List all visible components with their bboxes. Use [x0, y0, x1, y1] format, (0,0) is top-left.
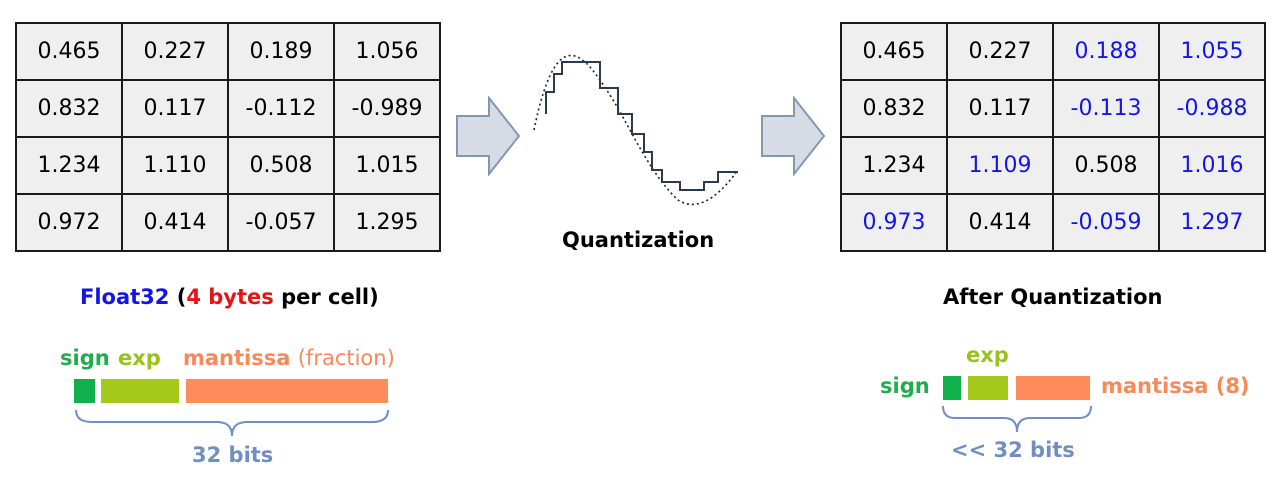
value-cell: 0.508 [1052, 136, 1160, 195]
changed-value-cell: 1.055 [1158, 22, 1266, 81]
value-cell: -0.989 [333, 79, 441, 138]
value-cell: 1.110 [121, 136, 229, 195]
value-cell: 0.414 [121, 193, 229, 252]
per-cell-text: per cell) [281, 285, 379, 309]
value-cell: -0.112 [227, 79, 335, 138]
changed-value-cell: 1.297 [1158, 193, 1266, 252]
value-cell: 1.234 [840, 136, 948, 195]
right-mantissa-label: mantissa (8) [1101, 374, 1250, 398]
left-mantissa-label: mantissa (fraction) [183, 346, 395, 370]
value-cell: 0.227 [946, 22, 1054, 81]
quantized-table-body: 0.465 0.227 0.188 1.055 0.832 0.117 -0.113 -0.9… [840, 22, 1266, 252]
caption-open-paren: ( [176, 285, 187, 309]
value-cell: 0.189 [227, 22, 335, 81]
float32-label: Float32 [80, 285, 170, 309]
right-exp-label: exp [966, 343, 1009, 367]
stepped-quantized-signal [545, 61, 738, 191]
table-row: 0.465 0.227 0.188 1.055 [840, 22, 1266, 81]
byte-count: 4 [186, 285, 201, 309]
value-cell: 0.465 [840, 22, 948, 81]
value-cell: 0.117 [121, 79, 229, 138]
table-row: 1.234 1.110 0.508 1.015 [15, 136, 441, 195]
table-row: 0.832 0.117 -0.113 -0.988 [840, 79, 1266, 138]
value-cell: 0.508 [227, 136, 335, 195]
quantized-table: 0.465 0.227 0.188 1.055 0.832 0.117 -0.113 -0.9… [840, 22, 1266, 252]
value-cell: 0.414 [946, 193, 1054, 252]
left-exp-block [101, 379, 179, 403]
right-exp-block [968, 376, 1008, 400]
bytes-word: bytes [208, 285, 274, 309]
left-total-bits: 32 bits [192, 443, 274, 467]
value-cell: 0.227 [121, 22, 229, 81]
left-exp-label: exp [118, 346, 161, 370]
changed-value-cell: 0.973 [840, 193, 948, 252]
left-brace-icon [75, 409, 389, 437]
value-cell: 1.056 [333, 22, 441, 81]
changed-value-cell: 1.016 [1158, 136, 1266, 195]
left-sign-label: sign [60, 346, 110, 370]
right-arrow-icon [761, 96, 826, 176]
left-mantissa-block [186, 379, 388, 403]
changed-value-cell: 0.188 [1052, 22, 1160, 81]
changed-value-cell: -0.113 [1052, 79, 1160, 138]
table-row: 0.465 0.227 0.189 1.056 [15, 22, 441, 81]
value-cell: 1.295 [333, 193, 441, 252]
right-mantissa-block [1016, 376, 1090, 400]
changed-value-cell: 1.109 [946, 136, 1054, 195]
quantization-label: Quantization [562, 228, 715, 252]
changed-value-cell: -0.059 [1052, 193, 1160, 252]
table-row: 0.973 0.414 -0.059 1.297 [840, 193, 1266, 252]
continuous-sine-curve [533, 54, 739, 206]
table-row: 1.234 1.109 0.508 1.016 [840, 136, 1266, 195]
value-cell: 0.832 [840, 79, 948, 138]
fraction-word: (fraction) [297, 346, 395, 370]
value-cell: 0.465 [15, 22, 123, 81]
mantissa-word: mantissa [183, 346, 291, 370]
right-sign-block [943, 376, 961, 400]
float32-table-body: 0.465 0.227 0.189 1.056 0.832 0.117 -0.112 -0.9… [15, 22, 441, 252]
after-quantization-caption: After Quantization [943, 285, 1163, 309]
right-sign-label: sign [880, 374, 930, 398]
right-arrow-icon [456, 96, 521, 176]
changed-value-cell: -0.988 [1158, 79, 1266, 138]
value-cell: 1.234 [15, 136, 123, 195]
table-row: 0.832 0.117 -0.112 -0.989 [15, 79, 441, 138]
float32-table: 0.465 0.227 0.189 1.056 0.832 0.117 -0.112 -0.9… [15, 22, 441, 252]
value-cell: 0.972 [15, 193, 123, 252]
quantization-wave-diagram [533, 54, 739, 206]
right-total-bits: << 32 bits [951, 438, 1075, 462]
table-row: 0.972 0.414 -0.057 1.295 [15, 193, 441, 252]
value-cell: 1.015 [333, 136, 441, 195]
value-cell: -0.057 [227, 193, 335, 252]
value-cell: 0.832 [15, 79, 123, 138]
value-cell: 0.117 [946, 79, 1054, 138]
float32-caption: Float32 (4 bytes per cell) [80, 285, 379, 309]
left-sign-block [74, 379, 95, 403]
right-brace-icon [942, 405, 1092, 433]
